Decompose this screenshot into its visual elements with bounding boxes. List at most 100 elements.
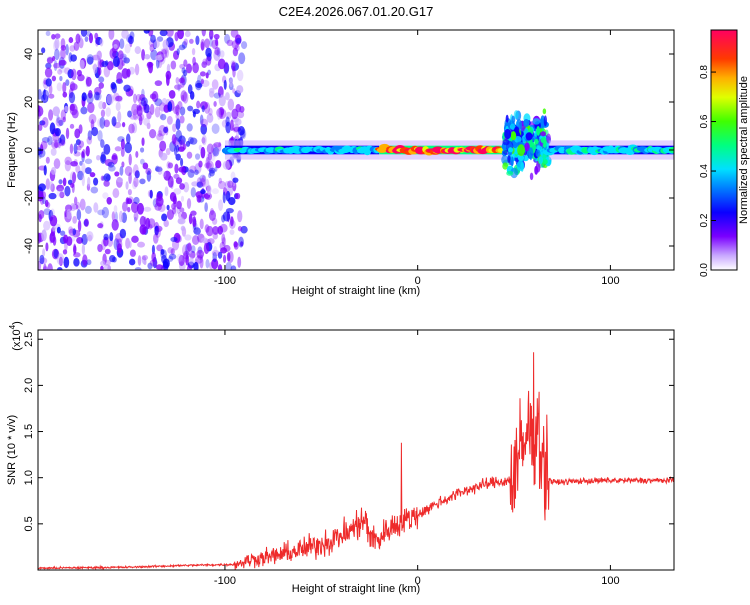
spectrogram-blob xyxy=(205,156,210,169)
spectrogram-blob xyxy=(173,188,182,195)
spectrogram-blob xyxy=(223,244,231,252)
spectrogram-blob xyxy=(177,83,181,92)
spectrogram-blob xyxy=(87,176,91,188)
spectrogram-blob xyxy=(239,106,245,113)
spectrogram-blob xyxy=(56,253,65,266)
spectrogram-blob xyxy=(233,241,238,248)
spectrogram-blob xyxy=(201,105,205,113)
spectrogram-blob xyxy=(190,187,196,198)
spectrogram-blob xyxy=(133,93,137,104)
spectrogram-blob xyxy=(112,188,120,199)
spectrogram-feature-4 xyxy=(543,140,674,160)
spectrogram-blob xyxy=(199,177,206,187)
spectrogram-blob xyxy=(168,90,176,99)
spectrogram-blob xyxy=(189,38,194,44)
spectrogram-blob xyxy=(73,243,77,256)
spectrogram-blob xyxy=(217,251,223,259)
spectrogram-blob xyxy=(502,139,510,146)
spectrogram-blob xyxy=(60,230,66,236)
spectrogram-blob xyxy=(167,175,174,188)
spectrogram-blob xyxy=(84,36,89,43)
spectrogram-blob xyxy=(71,109,79,119)
spectrogram-blob xyxy=(73,257,80,267)
spectrogram-blob xyxy=(175,104,180,116)
spectrogram-blob xyxy=(111,219,119,231)
spectrogram-blob xyxy=(62,116,66,123)
spectrogram-blob xyxy=(532,118,541,125)
spectrogram-blob xyxy=(67,69,74,79)
spectrogram-blob xyxy=(49,181,54,191)
spectrogram-blob xyxy=(156,133,164,141)
spectrogram-blob xyxy=(101,206,110,219)
spectrogram-blob xyxy=(128,153,132,166)
spectrogram-blob xyxy=(200,41,205,51)
spectrogram-blob xyxy=(93,202,99,213)
spectrogram-blob xyxy=(87,102,95,114)
spectrogram-blob xyxy=(239,130,246,139)
spectrogram-blob xyxy=(192,111,196,118)
spectrogram-blob xyxy=(38,123,43,132)
spectrogram-blob xyxy=(105,107,111,117)
colorbar-tick-label: 0.0 xyxy=(699,263,710,277)
spectrogram-blob xyxy=(103,180,110,187)
spectrogram-blob xyxy=(213,142,222,148)
spectrogram-blob xyxy=(219,223,228,233)
spectrogram-blob xyxy=(225,92,230,101)
spectrogram-blob xyxy=(97,67,102,76)
spectrogram-blob xyxy=(217,264,223,270)
spectrogram-blob xyxy=(50,208,55,218)
spectrogram-blob xyxy=(213,100,217,107)
snr-ytick-label: 0.5 xyxy=(23,516,35,531)
spectrogram-blob xyxy=(161,213,168,222)
spectrogram-blob xyxy=(140,158,145,165)
spectrogram-blob xyxy=(213,92,221,99)
spectrogram-blob xyxy=(129,258,136,266)
spectrogram-blob xyxy=(69,83,78,91)
spectrogram-blob xyxy=(121,122,126,128)
spectrogram-blob xyxy=(99,116,106,129)
spectrogram-blob xyxy=(45,201,51,209)
spectrogram-blob xyxy=(505,114,509,123)
spectrogram-blob xyxy=(177,216,185,224)
spectrogram-blob xyxy=(183,59,188,67)
spectrogram-blob xyxy=(38,105,44,117)
spectrogram-blob xyxy=(207,238,215,245)
spectrogram-blob xyxy=(221,237,227,247)
spectrogram-blob xyxy=(38,232,42,244)
spectrogram-blob xyxy=(119,228,127,239)
spectrogram-blob xyxy=(141,254,149,261)
spectrogram-blob xyxy=(51,141,59,149)
snr-scale-factor: (x104) xyxy=(8,321,23,351)
spectrogram-ytick-label: 40 xyxy=(23,48,35,60)
snr-scale-prefix: (x10 xyxy=(11,329,23,350)
spectrogram-blob xyxy=(62,91,68,98)
spectrogram-blob xyxy=(179,76,186,88)
spectrogram-blob xyxy=(188,213,193,225)
spectrogram-blob xyxy=(109,232,114,242)
spectrogram-blob xyxy=(514,136,522,143)
spectrogram-blob xyxy=(158,102,166,112)
spectrogram-blob xyxy=(116,243,122,254)
spectrogram-blob xyxy=(134,46,142,55)
spectrogram-blob xyxy=(170,60,177,70)
spectrogram-blob xyxy=(125,181,129,190)
spectrogram-blob xyxy=(534,138,539,145)
spectrogram-blob xyxy=(124,142,132,154)
spectrogram-blob xyxy=(156,244,163,252)
spectrogram-blob xyxy=(86,92,94,104)
spectrogram-blob xyxy=(49,233,53,244)
spectrogram-blob xyxy=(117,136,125,142)
spectrogram-blob xyxy=(136,202,144,215)
spectrogram-blob xyxy=(133,176,139,188)
spectrogram-blob xyxy=(235,37,242,44)
spectrogram-blob xyxy=(506,170,514,176)
spectrogram-blob xyxy=(191,235,200,245)
spectrogram-blob xyxy=(105,60,109,66)
spectrogram-blob xyxy=(181,211,188,220)
spectrogram-blob xyxy=(96,155,101,161)
spectrogram-blob xyxy=(80,106,88,115)
spectrogram-blob xyxy=(106,61,114,71)
spectrogram-blob xyxy=(154,166,163,172)
spectrogram-blob xyxy=(92,63,98,74)
spectrogram-blob xyxy=(173,199,177,208)
